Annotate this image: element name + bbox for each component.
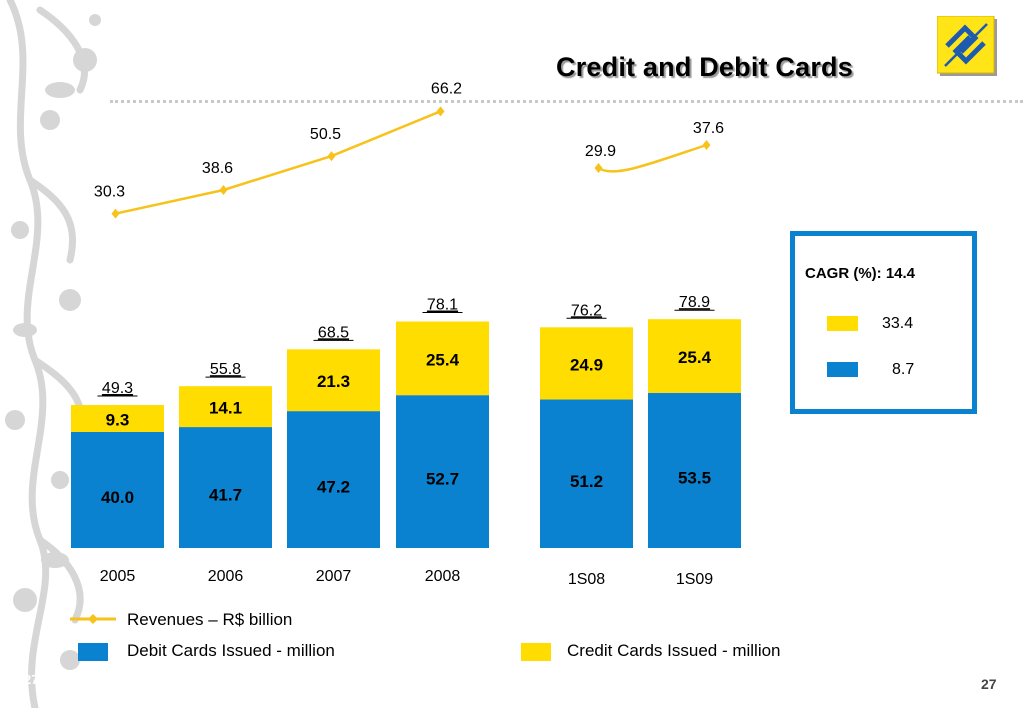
label-credit-2005: 9.3 (106, 411, 130, 430)
cagr-credit-value: 33.4 (882, 315, 914, 332)
label-debit-2008: 52.7 (426, 470, 459, 489)
bar-debit-2005 (71, 432, 164, 548)
cagr-debit-swatch (827, 362, 858, 377)
revenue-point-1S08 (594, 163, 603, 173)
label-credit-1S09: 25.4 (678, 348, 712, 367)
bank-logo-icon (937, 16, 997, 76)
slide-title: Credit and Debit Cards (556, 52, 853, 82)
bar-credit-2008 (396, 321, 489, 396)
cagr-credit-swatch (827, 316, 858, 331)
x-tick-1S09: 1S09 (676, 571, 713, 588)
label-credit-2006: 14.1 (209, 399, 242, 418)
cagr-title: CAGR (%): 14.4 (805, 265, 916, 282)
bar-credit-1S09 (648, 319, 741, 393)
revenue-label-2006: 38.6 (202, 160, 233, 177)
bar-credit-2005 (71, 405, 164, 432)
bar-credit-2007 (287, 349, 380, 412)
label-debit-2005: 40.0 (101, 488, 134, 507)
revenue-label-2005: 30.3 (94, 184, 125, 201)
legend-credit-label: Credit Cards Issued - million (567, 641, 781, 660)
cagr-debit-value: 8.7 (892, 361, 915, 378)
label-total-2007: 68.5 (318, 324, 349, 341)
label-debit-1S08: 51.2 (570, 472, 603, 491)
label-debit-1S09: 53.5 (678, 468, 711, 487)
revenue-label-1S09: 37.6 (693, 120, 724, 137)
bar-debit-2007 (287, 411, 380, 548)
label-total-1S09: 78.9 (679, 294, 710, 311)
floral-decoration (5, 0, 101, 708)
bar-debit-2006 (179, 427, 272, 548)
x-tick-2008: 2008 (425, 568, 461, 585)
x-tick-2005: 2005 (100, 568, 136, 585)
label-credit-1S08: 24.9 (570, 355, 603, 374)
revenue-point-1S09 (702, 140, 711, 150)
label-total-2006: 55.8 (210, 361, 241, 378)
revenue-point-2006 (219, 184, 228, 195)
legend-credit-swatch (521, 643, 551, 661)
legend-debit-swatch (78, 643, 108, 661)
legend-revenues-label: Revenues – R$ billion (127, 610, 293, 629)
label-debit-2007: 47.2 (317, 478, 350, 497)
x-tick-2007: 2007 (316, 568, 352, 585)
revenue-line-2005-2008 (115, 110, 441, 215)
label-credit-2007: 21.3 (317, 372, 350, 391)
bar-credit-1S08 (540, 327, 633, 400)
bar-debit-1S08 (540, 399, 633, 548)
label-total-2008: 78.1 (427, 297, 458, 314)
revenue-label-2008: 66.2 (431, 80, 462, 97)
title-divider (110, 100, 1023, 103)
legend-debit-label: Debit Cards Issued - million (127, 641, 335, 660)
bar-credit-2006 (179, 386, 272, 428)
bar-debit-1S09 (648, 392, 741, 548)
label-total-1S08: 76.2 (571, 302, 602, 319)
revenue-point-2007 (327, 151, 336, 162)
cagr-box: CAGR (%): 14.4 33.4 8.7 (790, 231, 977, 414)
revenue-label-1S08: 29.9 (585, 143, 616, 160)
page-number-watermark: 27 (24, 672, 39, 687)
bar-debit-2008 (396, 395, 489, 548)
x-tick-1S08: 1S08 (568, 571, 605, 588)
revenue-point-2008 (436, 106, 445, 117)
revenue-label-2007: 50.5 (310, 126, 341, 143)
x-tick-2006: 2006 (208, 568, 244, 585)
label-total-2005: 49.3 (102, 380, 133, 397)
revenue-line-1S08-1S09 (597, 143, 707, 173)
label-credit-2008: 25.4 (426, 350, 460, 369)
revenue-point-2005 (111, 208, 120, 219)
legend-revenue-icon (70, 614, 116, 624)
page-number: 27 (981, 676, 997, 692)
label-debit-2006: 41.7 (209, 486, 242, 505)
